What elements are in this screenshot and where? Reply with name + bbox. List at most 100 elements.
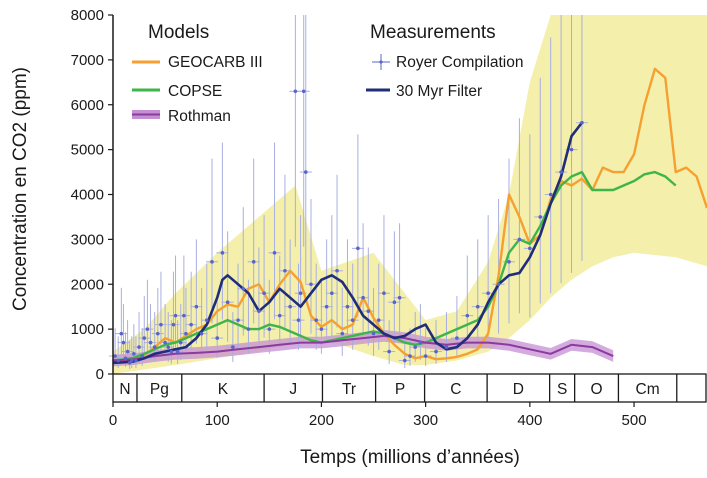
royer-point — [277, 313, 282, 318]
legend: Models Measurements GEOCARB III COPSE Ro… — [132, 22, 524, 125]
y-tick-label: 3000 — [71, 231, 104, 248]
legend-models-title: Models — [148, 22, 209, 43]
royer-point — [119, 331, 124, 336]
royer-point — [559, 170, 563, 174]
royer-point — [324, 304, 329, 309]
royer-point — [231, 345, 235, 349]
period-bar: N Pg K J Tr P C D S O Cm — [112, 373, 707, 403]
royer-point — [159, 322, 163, 327]
royer-point — [199, 331, 204, 336]
royer-point — [163, 340, 167, 345]
royer-point — [528, 246, 532, 251]
royer-point — [340, 331, 345, 336]
royer-point — [361, 295, 365, 300]
royer-point — [137, 345, 141, 349]
period-label: K — [218, 381, 229, 398]
royer-point — [301, 89, 306, 94]
period-label: Pg — [150, 381, 169, 398]
period-bar-frame — [112, 373, 707, 403]
royer-point — [129, 358, 134, 363]
royer-point — [538, 215, 543, 219]
band-layer — [113, 15, 707, 374]
royer-point — [116, 358, 121, 363]
royer-point — [148, 340, 153, 345]
legend-royer-label: Royer Compilation — [396, 54, 524, 71]
royer-point — [371, 331, 376, 336]
royer-point — [145, 327, 150, 331]
royer-point — [123, 356, 128, 361]
royer-point — [189, 322, 193, 327]
geocarb-uncertainty-band — [113, 15, 707, 374]
period-label: J — [289, 381, 297, 398]
royer-point — [288, 304, 292, 309]
x-axis-title: Temps (millions d’années) — [300, 447, 520, 468]
y-axis-title: Concentration en CO2 (ppm) — [10, 67, 31, 311]
royer-point — [166, 345, 171, 349]
royer-point — [171, 322, 176, 327]
royer-point — [257, 309, 261, 313]
x-tick-label: 200 — [309, 412, 334, 429]
royer-point — [350, 318, 355, 322]
period-label: Cm — [636, 381, 660, 398]
royer-point — [134, 358, 138, 363]
legend-copse-label: COPSE — [168, 83, 222, 100]
royer-point — [246, 327, 251, 331]
x-tick-label: 100 — [205, 412, 230, 429]
period-label: P — [395, 381, 405, 398]
royer-point — [335, 268, 339, 273]
period-label: D — [513, 381, 524, 398]
royer-point — [298, 291, 303, 296]
royer-point — [455, 336, 459, 340]
y-tick-label: 6000 — [71, 97, 104, 114]
legend-geocarb-label: GEOCARB III — [168, 54, 263, 71]
rothman-line — [112, 334, 614, 362]
royer-point — [402, 358, 407, 363]
royer-point — [366, 309, 371, 313]
royer-point — [140, 354, 144, 358]
royer-point — [507, 260, 511, 264]
x-tick-label: 0 — [109, 412, 117, 429]
royer-point — [173, 313, 178, 318]
royer-point — [296, 318, 301, 322]
y-tick-label: 5000 — [71, 142, 104, 159]
royer-point — [387, 349, 391, 354]
royer-point — [241, 286, 246, 291]
royer-point — [418, 340, 423, 345]
y-tick-label: 2000 — [71, 276, 104, 293]
royer-point — [113, 354, 117, 358]
period-label: N — [119, 381, 130, 398]
royer-point — [169, 349, 174, 354]
royer-point — [376, 318, 381, 322]
y-tick-label: 7000 — [71, 52, 104, 69]
royer-point — [408, 354, 412, 358]
royer-point — [345, 304, 350, 309]
royer-point — [194, 304, 199, 309]
royer-point — [156, 331, 160, 336]
royer-point — [293, 89, 298, 94]
rothman-band — [113, 330, 614, 367]
period-label: S — [557, 381, 567, 398]
30-myr-filter-line — [112, 121, 583, 365]
royer-point — [182, 313, 186, 318]
axes-layer: 0 1000 2000 3000 4000 5000 6000 7000 8000 0 100 200… — [71, 7, 647, 429]
royer-point — [215, 336, 220, 340]
royer-point — [580, 120, 584, 125]
royer-point — [132, 352, 136, 356]
royer-point — [475, 304, 480, 309]
royer-point — [178, 340, 183, 345]
royer-point — [220, 251, 225, 255]
royer-point — [236, 318, 240, 322]
royer-point — [423, 354, 428, 358]
royer-point — [125, 349, 130, 354]
royer-point — [142, 336, 147, 340]
y-tick-label: 4000 — [71, 187, 104, 204]
legend-measurements-title: Measurements — [370, 22, 496, 43]
y-tick-label: 1000 — [71, 321, 104, 338]
royer-point — [569, 147, 574, 152]
royer-point — [356, 246, 360, 251]
y-tick-label: 0 — [96, 366, 104, 383]
royer-point — [251, 260, 256, 264]
points-layer — [113, 89, 584, 365]
